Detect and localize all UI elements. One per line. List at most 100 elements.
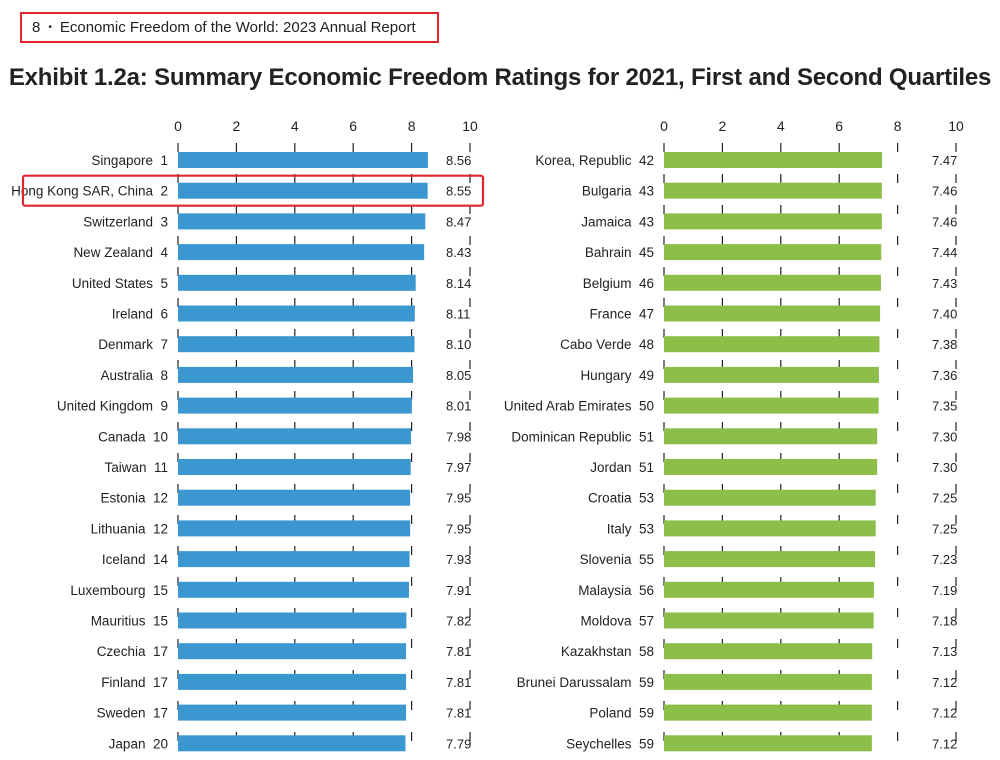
bar bbox=[664, 704, 872, 721]
rank-label: 15 bbox=[153, 583, 168, 598]
data-label: 7.46 bbox=[932, 214, 957, 229]
category-label: Italy 53 bbox=[607, 521, 654, 536]
data-label: 7.43 bbox=[932, 276, 957, 291]
bar bbox=[664, 643, 873, 660]
x-tick-label: 4 bbox=[777, 118, 785, 134]
category-label: Switzerland 3 bbox=[83, 214, 168, 229]
category-label: Luxembourg 15 bbox=[70, 583, 168, 598]
bar bbox=[178, 735, 406, 752]
bar bbox=[664, 305, 881, 322]
data-label: 7.93 bbox=[446, 552, 471, 567]
rank-label: 56 bbox=[639, 583, 654, 598]
category-label: Kazakhstan 58 bbox=[561, 644, 654, 659]
category-label: Cabo Verde 48 bbox=[560, 337, 654, 352]
bar bbox=[178, 182, 428, 199]
category-label: United Kingdom 9 bbox=[57, 399, 168, 414]
bar bbox=[178, 305, 415, 322]
rank-label: 53 bbox=[639, 491, 654, 506]
data-label: 7.47 bbox=[932, 153, 957, 168]
rank-label: 59 bbox=[639, 736, 654, 751]
rank-label: 51 bbox=[639, 460, 654, 475]
category-label: Hong Kong SAR, China 2 bbox=[11, 184, 168, 199]
data-label: 7.25 bbox=[932, 491, 957, 506]
bar bbox=[178, 336, 415, 353]
category-label: Estonia 12 bbox=[100, 491, 168, 506]
category-label: United Arab Emirates 50 bbox=[504, 399, 654, 414]
category-label: Belgium 46 bbox=[583, 276, 654, 291]
category-label: Canada 10 bbox=[98, 429, 168, 444]
data-label: 7.35 bbox=[932, 399, 957, 414]
bar bbox=[664, 673, 872, 690]
data-label: 7.18 bbox=[932, 614, 957, 629]
data-label: 7.95 bbox=[446, 521, 471, 536]
rank-label: 50 bbox=[639, 399, 654, 414]
bar bbox=[664, 735, 872, 752]
rank-label: 11 bbox=[154, 460, 168, 475]
bar bbox=[664, 428, 878, 445]
rank-label: 17 bbox=[153, 675, 168, 690]
rank-label: 6 bbox=[160, 307, 168, 322]
category-label: Bulgaria 43 bbox=[582, 184, 654, 199]
rank-label: 20 bbox=[153, 736, 168, 751]
rank-label: 48 bbox=[639, 337, 654, 352]
report-title: Economic Freedom of the World: 2023 Annu… bbox=[59, 19, 416, 36]
category-label: New Zealand 4 bbox=[73, 245, 168, 260]
x-tick-label: 2 bbox=[719, 118, 727, 134]
x-tick-label: 2 bbox=[233, 118, 241, 134]
x-tick-label: 4 bbox=[291, 118, 299, 134]
rank-label: 15 bbox=[153, 614, 168, 629]
rank-label: 53 bbox=[639, 521, 654, 536]
data-label: 7.81 bbox=[446, 706, 471, 721]
category-label: Singapore 1 bbox=[91, 153, 168, 168]
bar bbox=[178, 581, 409, 598]
bar bbox=[664, 336, 880, 353]
category-label: Dominican Republic 51 bbox=[511, 429, 654, 444]
category-label: Seychelles 59 bbox=[566, 736, 654, 751]
bar bbox=[178, 612, 407, 629]
data-label: 7.13 bbox=[932, 644, 957, 659]
data-label: 7.30 bbox=[932, 429, 957, 444]
bar bbox=[664, 581, 874, 598]
data-label: 8.14 bbox=[446, 276, 471, 291]
rank-label: 1 bbox=[160, 153, 168, 168]
bar bbox=[664, 182, 882, 199]
rank-label: 43 bbox=[639, 214, 654, 229]
bar bbox=[178, 551, 410, 568]
x-tick-label: 0 bbox=[660, 118, 668, 134]
bar bbox=[664, 551, 876, 568]
category-label: Poland 59 bbox=[589, 706, 654, 721]
rank-label: 51 bbox=[639, 429, 654, 444]
x-tick-label: 0 bbox=[174, 118, 182, 134]
bar bbox=[664, 152, 883, 168]
bar bbox=[178, 244, 425, 261]
bar bbox=[664, 489, 876, 506]
data-label: 7.82 bbox=[446, 614, 471, 629]
bar bbox=[664, 244, 882, 261]
rank-label: 45 bbox=[639, 245, 654, 260]
data-label: 7.36 bbox=[932, 368, 957, 383]
report-header: 8 • Economic Freedom of the World: 2023 … bbox=[20, 12, 439, 43]
data-label: 7.95 bbox=[446, 491, 471, 506]
x-tick-label: 8 bbox=[894, 118, 902, 134]
x-tick-label: 6 bbox=[349, 118, 357, 134]
data-label: 7.81 bbox=[446, 675, 471, 690]
bar bbox=[664, 459, 878, 475]
chart-title: Exhibit 1.2a: Summary Economic Freedom R… bbox=[8, 64, 992, 91]
bar bbox=[664, 397, 879, 414]
data-label: 7.46 bbox=[932, 184, 957, 199]
bar bbox=[664, 612, 874, 629]
rank-label: 42 bbox=[639, 153, 654, 168]
data-label: 7.79 bbox=[446, 736, 471, 751]
data-label: 8.43 bbox=[446, 245, 471, 260]
category-label: Bahrain 45 bbox=[585, 245, 654, 260]
data-label: 7.12 bbox=[932, 736, 957, 751]
rank-label: 12 bbox=[153, 491, 168, 506]
data-label: 7.98 bbox=[446, 429, 471, 444]
bar bbox=[178, 152, 428, 168]
rank-label: 2 bbox=[160, 184, 168, 199]
header-separator: • bbox=[48, 22, 52, 33]
x-tick-label: 10 bbox=[462, 118, 478, 134]
category-label: Croatia 53 bbox=[588, 491, 654, 506]
category-label: Slovenia 55 bbox=[580, 552, 654, 567]
page-number: 8 bbox=[32, 19, 41, 36]
